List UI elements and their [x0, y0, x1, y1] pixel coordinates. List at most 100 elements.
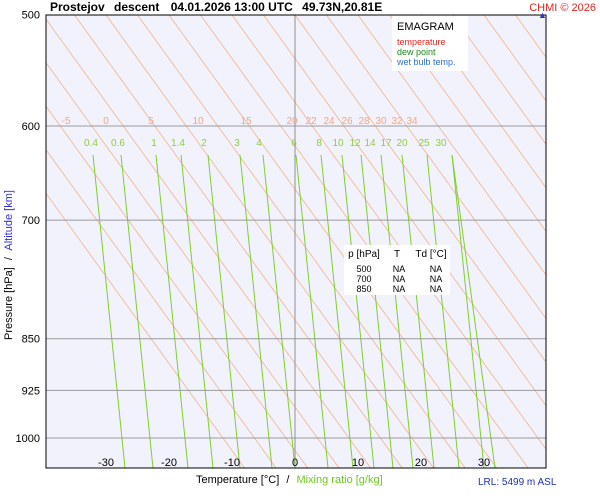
dry-adiabat-line	[483, 15, 546, 102]
dry-adiabat-line	[46, 105, 308, 468]
y-tick-label: 925	[22, 385, 40, 397]
table-cell: NA	[393, 264, 406, 274]
mixing-ratio-line	[426, 154, 460, 468]
mixing-ratio-line	[207, 154, 241, 468]
dry-adiabats	[46, 15, 600, 468]
y-tick-label: 1000	[16, 433, 40, 445]
x-axis-label: Temperature [°C] / Mixing ratio [g/kg]	[196, 474, 383, 486]
mixing-ratio-label: 25	[418, 138, 430, 149]
dry-adiabat-label: 32	[391, 116, 403, 127]
mixing-ratio-label: 10	[332, 138, 344, 149]
dry-adiabat-label: -5	[62, 116, 71, 127]
dry-adiabat-line	[46, 18, 371, 468]
table-cell: 850	[356, 284, 371, 294]
dry-adiabat-line	[46, 149, 277, 468]
dry-adiabat-label: 5	[148, 116, 154, 127]
flight-mode: descent	[114, 0, 159, 14]
mixing-ratio-label: 8	[316, 138, 322, 149]
mixing-ratio-label: 6	[291, 138, 297, 149]
mixing-ratio-line	[155, 154, 189, 468]
dry-adiabat-line	[389, 15, 546, 233]
y-tick-label: 700	[22, 215, 40, 227]
x-tick-label: 10	[352, 457, 364, 469]
mixing-ratio-line	[262, 154, 296, 468]
dry-adiabat-line	[168, 15, 497, 468]
legend-title: EMAGRAM	[397, 21, 454, 33]
table-cell: 500	[356, 264, 371, 274]
table-header-p: p [hPa]	[348, 249, 380, 260]
dry-adiabat-line	[547, 15, 600, 468]
dry-adiabat-label: 20	[286, 116, 298, 127]
mixing-ratio-line	[451, 154, 485, 468]
wind-arrow-icon: ▲	[538, 10, 547, 20]
dry-adiabat-label: 30	[375, 116, 387, 127]
y-axis-label-sep: /	[3, 256, 15, 260]
x-axis-label-sep: /	[286, 474, 290, 486]
table-header-t: T	[394, 249, 400, 260]
x-tick-label: 30	[478, 457, 490, 469]
credit-text: CHMI © 2026	[529, 2, 596, 14]
table-cell: NA	[393, 284, 406, 294]
dry-adiabat-line	[105, 15, 434, 468]
table-cell: 700	[356, 274, 371, 284]
table-header-td: Td [°C]	[415, 249, 446, 260]
y-tick-label: 850	[22, 334, 40, 346]
dry-adiabat-label: 28	[358, 116, 370, 127]
x-tick-label: 0	[292, 457, 298, 469]
dry-adiabat-line	[326, 15, 546, 320]
mixing-ratio-line	[92, 154, 126, 468]
mixing-ratio-label: 2	[201, 138, 207, 149]
table-cell: NA	[430, 264, 443, 274]
y-axis-label-pressure: Pressure [hPa]	[3, 267, 15, 340]
dry-adiabat-line	[357, 15, 546, 276]
y-axis-label-altitude: Altitude [km]	[3, 190, 15, 251]
dry-adiabat-line	[452, 15, 546, 145]
mixing-ratio-label: 1	[151, 138, 157, 149]
level-table-bg	[344, 245, 450, 295]
y-tick-label: 600	[22, 121, 40, 133]
mixing-ratio-label: 3	[234, 138, 240, 149]
y-axis-label: Pressure [hPa] / Altitude [km]	[3, 190, 15, 340]
mixing-ratio-label: 14	[364, 138, 376, 149]
mixing-ratio-line	[120, 154, 154, 468]
lrl-text: LRL: 5499 m ASL	[478, 477, 557, 488]
mixing-ratio-label: 30	[435, 138, 447, 149]
dry-adiabat-label: 10	[192, 116, 204, 127]
table-cell: NA	[393, 274, 406, 284]
dry-adiabat-label: 15	[240, 116, 252, 127]
isobars	[45, 14, 547, 469]
dry-adiabat-label: 22	[305, 116, 317, 127]
dry-adiabat-label: 26	[341, 116, 353, 127]
legend-item-wet-bulb: wet bulb temp.	[396, 57, 456, 67]
table-cell: NA	[430, 274, 443, 284]
dry-adiabat-line	[46, 62, 340, 468]
mixing-ratio-line	[380, 154, 414, 468]
station-coords: 49.73N,20.81E	[302, 0, 382, 14]
mixing-ratio-line	[295, 154, 329, 468]
mixing-ratio-line	[239, 154, 273, 468]
plot-area	[46, 15, 546, 468]
mixing-ratio-line	[341, 154, 375, 468]
mixing-ratio-label: 0.6	[111, 138, 125, 149]
legend-box	[392, 16, 468, 71]
dry-adiabat-line	[263, 15, 546, 407]
dry-adiabat-line	[74, 15, 403, 468]
mixing-ratio-line	[401, 154, 435, 468]
x-axis-label-mixing: Mixing ratio [g/kg]	[296, 474, 382, 486]
mixing-ratio-label: 12	[349, 138, 361, 149]
table-cell: NA	[430, 284, 443, 294]
x-tick-label: 20	[415, 457, 427, 469]
dry-adiabat-line	[137, 15, 466, 468]
mixing-ratio-line	[451, 154, 496, 468]
station-name: Prostejov	[50, 0, 105, 14]
dry-adiabat-line	[420, 15, 546, 189]
x-axis-label-temp: Temperature [°C]	[196, 474, 279, 486]
level-table: p [hPa] T Td [°C] 500 NA NA 700 NA NA 85…	[344, 245, 450, 295]
mixing-ratio-label: 17	[380, 138, 392, 149]
dry-adiabat-line	[46, 192, 245, 468]
legend-item-dew-point: dew point	[397, 47, 436, 57]
mixing-ratio-label: 1.4	[171, 138, 185, 149]
sounding-datetime: 04.01.2026 13:00 UTC	[171, 0, 293, 14]
